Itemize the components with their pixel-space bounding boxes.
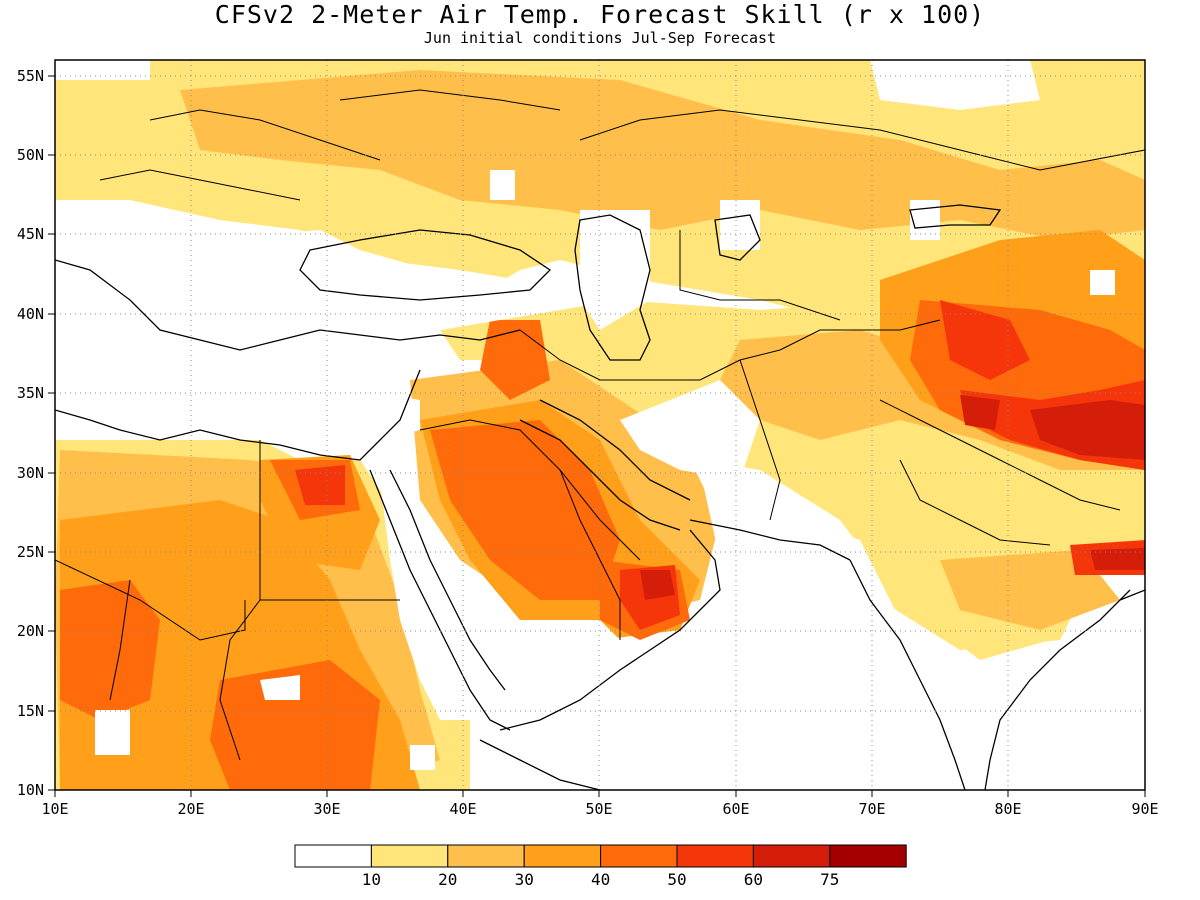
colorbar-label: 20 [438,870,457,889]
lat-label: 40N [17,305,44,323]
colorbar-swatch [600,844,678,868]
colorbar: 10 20 30 40 50 60 75 [294,844,907,889]
lon-label: 20E [177,800,204,818]
lat-label: 35N [17,384,44,402]
colorbar-swatch [294,844,372,868]
colorbar-swatch [676,844,754,868]
colorbar-swatch [447,844,525,868]
lat-label: 10N [17,781,44,799]
colorbar-label: 75 [820,870,839,889]
colorbar-label: 30 [515,870,534,889]
tick-marks [48,75,1146,797]
lon-label: 70E [858,800,885,818]
lat-label: 55N [17,67,44,85]
colorbar-swatch [523,844,602,868]
lat-label: 25N [17,543,44,561]
colorbar-label: 10 [362,870,381,889]
lon-label: 80E [994,800,1021,818]
lon-label: 10E [41,800,68,818]
lon-label: 50E [585,800,612,818]
coastlines [55,204,1145,790]
colorbar-label: 40 [591,870,610,889]
map-subtitle: Jun initial conditions Jul-Sep Forecast [423,29,777,47]
lat-label: 30N [17,464,44,482]
lat-label: 45N [17,225,44,243]
lat-label: 15N [17,702,44,720]
colorbar-swatch [370,844,449,868]
map-title: CFSv2 2-Meter Air Temp. Forecast Skill (… [214,0,986,29]
colorbar-swatch [829,844,907,868]
skill-shading [55,60,1145,790]
lat-label: 20N [17,622,44,640]
lat-label: 50N [17,146,44,164]
lon-label: 60E [722,800,749,818]
colorbar-swatch [752,844,831,868]
colorbar-label: 50 [667,870,686,889]
colorbar-label: 60 [744,870,763,889]
country-borders [55,89,1145,761]
lon-label: 90E [1131,800,1158,818]
plot-frame [54,59,1146,791]
lon-label: 40E [449,800,476,818]
lon-label: 30E [313,800,340,818]
grid-lines [55,60,1145,790]
